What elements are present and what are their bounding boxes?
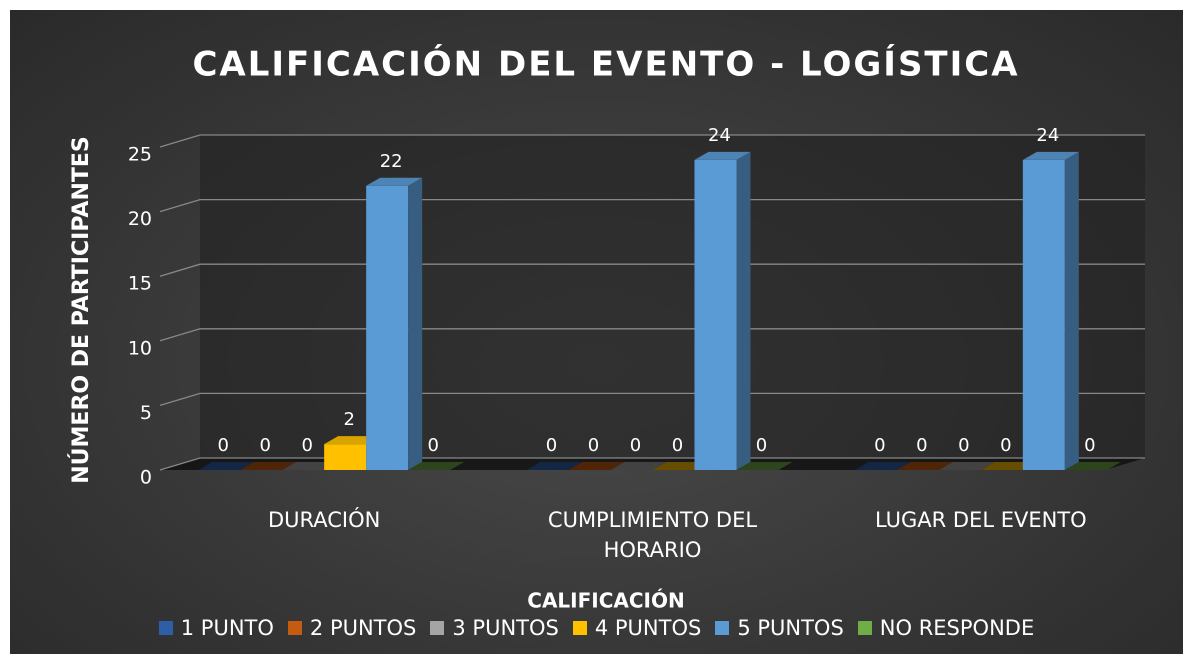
- legend-label: 4 PUNTOS: [594, 616, 702, 640]
- legend-item: 5 PUNTOS: [715, 616, 844, 640]
- bar: [1022, 151, 1079, 471]
- grid-line: [159, 328, 1145, 342]
- data-label: 24: [1036, 125, 1059, 146]
- x-tick-label: CUMPLIMIENTO DEL HORARIO: [547, 508, 758, 562]
- bar-front: [366, 185, 409, 470]
- legend-item: 3 PUNTOS: [430, 616, 559, 640]
- y-tick-label: 10: [128, 337, 152, 359]
- legend-item: NO RESPONDE: [857, 616, 1035, 640]
- bar-top: [198, 462, 255, 470]
- bar: [938, 462, 995, 470]
- legend-swatch: [715, 621, 730, 635]
- legend-swatch: [287, 621, 302, 635]
- y-tick-label: 5: [140, 402, 152, 424]
- bar-top: [736, 462, 793, 470]
- bar-front: [694, 159, 737, 471]
- data-label: 0: [672, 435, 683, 456]
- y-tick-label: 25: [128, 144, 152, 166]
- bar-side: [408, 177, 423, 470]
- legend-label: 2 PUNTOS: [309, 616, 417, 640]
- data-label: 0: [427, 435, 438, 456]
- bar: [694, 151, 751, 471]
- x-axis-title: CALIFICACIÓN: [527, 589, 684, 613]
- data-label: 0: [217, 435, 228, 456]
- data-label: 0: [301, 435, 312, 456]
- bar-top: [408, 462, 465, 470]
- legend-item: 4 PUNTOS: [572, 616, 702, 640]
- data-label: 0: [1000, 435, 1011, 456]
- y-tick-label: 15: [128, 273, 152, 295]
- legend-label: 5 PUNTOS: [737, 616, 844, 640]
- data-label: 2: [343, 409, 354, 430]
- chart-title: CALIFICACIÓN DEL EVENTO - LOGÍSTICA: [192, 44, 1019, 85]
- chart-area: CALIFICACIÓN DEL EVENTO - LOGÍSTICA CALI…: [10, 10, 1183, 654]
- grid-line: [159, 134, 1145, 148]
- bar: [854, 462, 911, 470]
- x-tick-label: DURACIÓN: [267, 508, 381, 532]
- bar-side: [1064, 151, 1079, 471]
- data-label: 24: [708, 125, 731, 146]
- data-label: 0: [874, 435, 885, 456]
- data-label: 0: [546, 435, 557, 456]
- bar: [568, 462, 625, 470]
- x-tick-label-box: CUMPLIMIENTO DEL HORARIO: [547, 508, 758, 562]
- legend-item: 1 PUNTO: [158, 616, 274, 640]
- legend: 1 PUNTO 2 PUNTOS 3 PUNTOS 4 PUNTOS 5 PUNTOS N…: [10, 616, 1183, 640]
- bar-top: [610, 462, 667, 470]
- bar: [240, 462, 297, 470]
- grid-line: [159, 457, 1145, 471]
- bar-side: [736, 151, 751, 471]
- bar: [408, 462, 465, 470]
- data-label: 0: [1084, 435, 1095, 456]
- x-tick-label: LUGAR DEL EVENTO: [874, 508, 1087, 532]
- y-axis-title: NÚMERO DE PARTICIPANTES: [68, 136, 94, 483]
- bar-top: [240, 462, 297, 470]
- data-label: 0: [630, 435, 641, 456]
- bar-top: [526, 462, 583, 470]
- data-label: 0: [958, 435, 969, 456]
- legend-swatch: [158, 621, 173, 635]
- legend-label: 1 PUNTO: [180, 616, 274, 640]
- data-label: 0: [259, 435, 270, 456]
- legend-label: 3 PUNTOS: [452, 616, 559, 640]
- grid-line: [159, 392, 1145, 407]
- bar-top: [896, 462, 953, 470]
- data-label: 0: [756, 435, 767, 456]
- legend-label: NO RESPONDE: [879, 616, 1035, 640]
- bar-top: [366, 177, 423, 186]
- bar: [366, 177, 423, 470]
- bar-top: [694, 151, 751, 160]
- legend-swatch: [857, 621, 872, 635]
- y-tick-label: 20: [128, 208, 152, 230]
- x-tick-label-box: DURACIÓN: [267, 508, 381, 532]
- bar: [198, 462, 255, 470]
- x-tick-label-box: LUGAR DEL EVENTO: [874, 508, 1087, 532]
- bar: [610, 462, 667, 470]
- bar: [526, 462, 583, 470]
- data-label: 0: [916, 435, 927, 456]
- data-label: 0: [588, 435, 599, 456]
- bar: [736, 462, 793, 470]
- legend-swatch: [430, 621, 445, 635]
- bar: [896, 462, 953, 470]
- legend-swatch: [572, 621, 587, 635]
- grid-line: [159, 263, 1145, 277]
- bar-top: [1064, 462, 1121, 470]
- legend-item: 2 PUNTOS: [287, 616, 417, 640]
- bar-top: [938, 462, 995, 470]
- bar-top: [1022, 151, 1079, 160]
- bar: [1064, 462, 1121, 470]
- back-wall: [200, 135, 1145, 458]
- bar-front: [1022, 159, 1065, 471]
- bar-top: [854, 462, 911, 470]
- chart: CALIFICACIÓN DEL EVENTO - LOGÍSTICA CALI…: [68, 44, 1145, 613]
- data-label: 22: [380, 151, 403, 172]
- grid-line: [159, 198, 1145, 213]
- y-tick-label: 0: [140, 467, 152, 489]
- bar-top: [568, 462, 625, 470]
- bar-front: [324, 444, 367, 470]
